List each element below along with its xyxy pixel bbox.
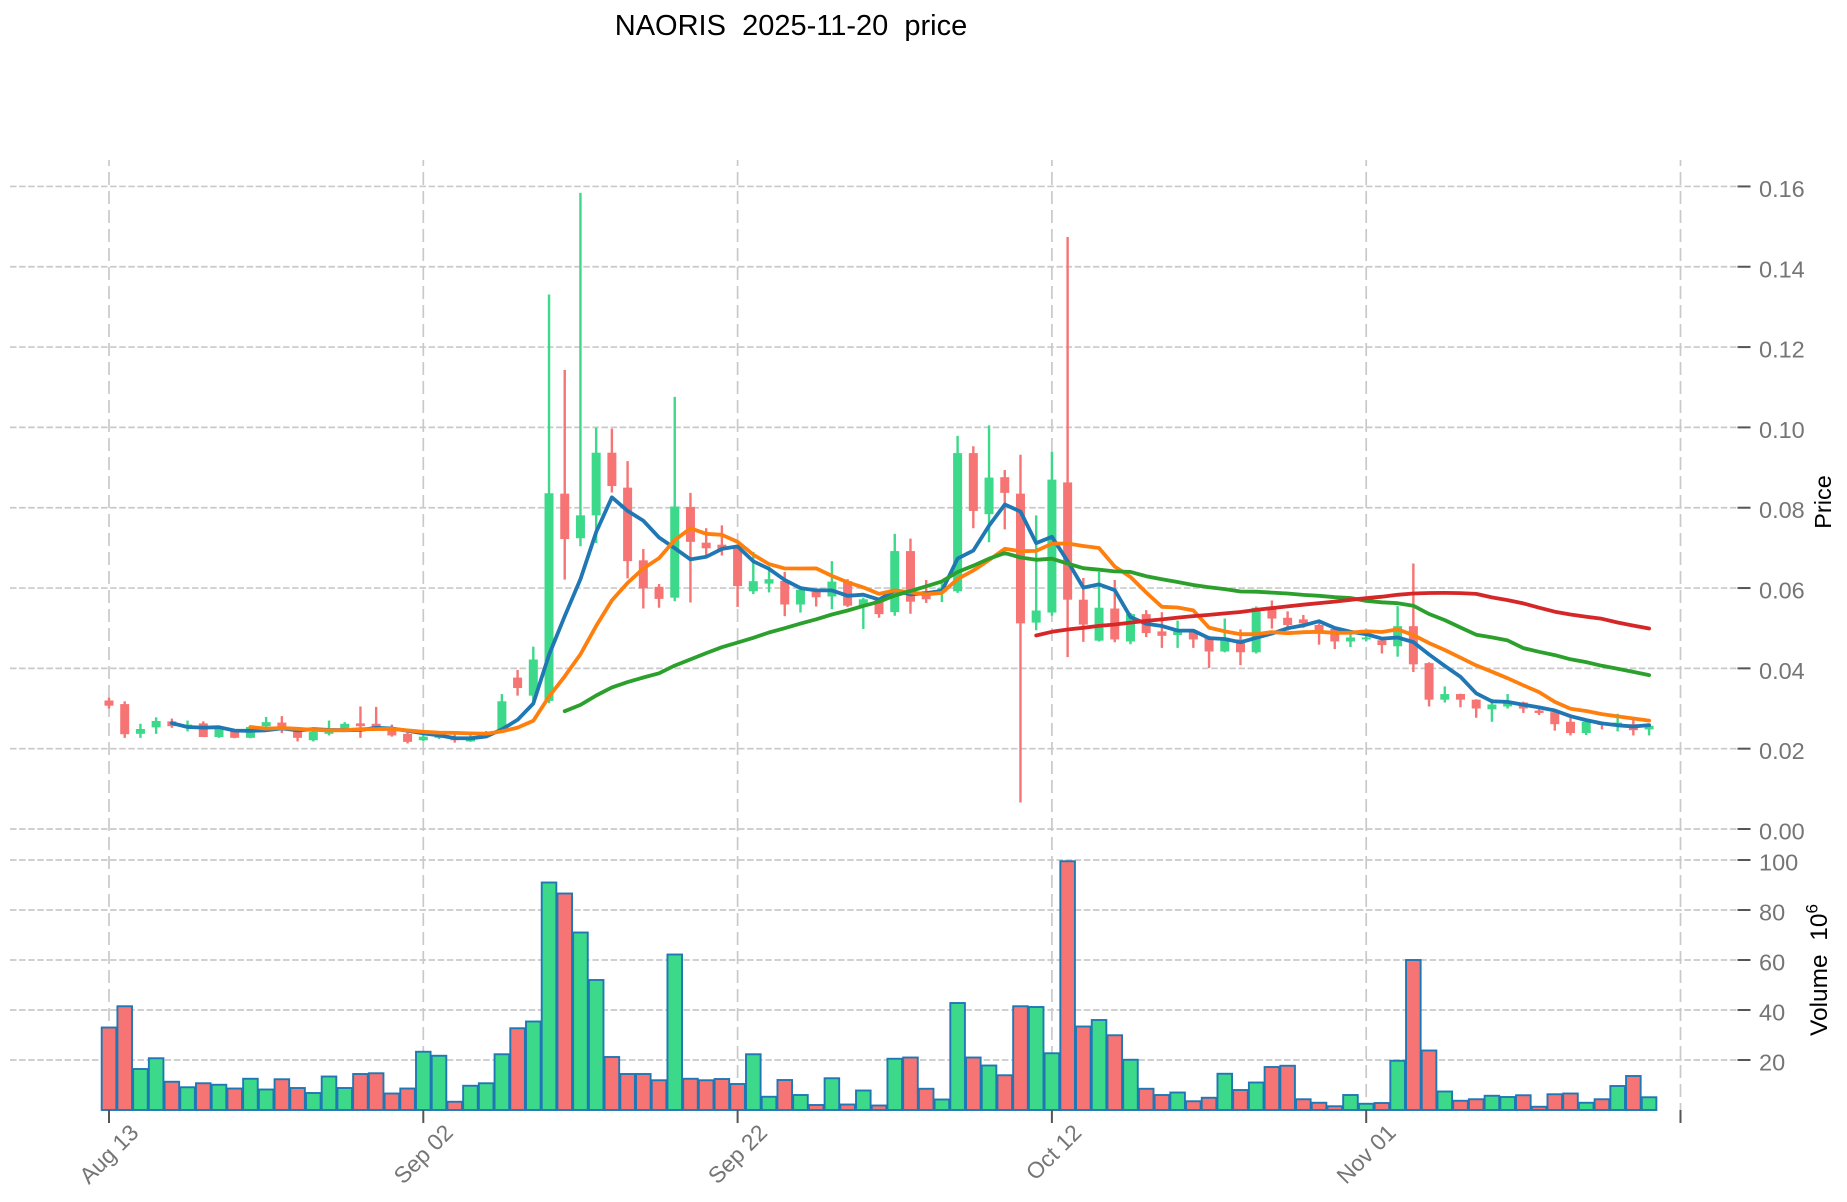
svg-text:20: 20 [1759, 1050, 1785, 1076]
svg-text:0.10: 0.10 [1759, 417, 1805, 443]
svg-text:0.14: 0.14 [1759, 256, 1805, 282]
svg-text:Volume 106: Volume 106 [1803, 904, 1834, 1036]
svg-text:80: 80 [1759, 900, 1785, 926]
svg-text:0.16: 0.16 [1759, 176, 1805, 202]
svg-text:0.08: 0.08 [1759, 497, 1805, 523]
svg-text:0.04: 0.04 [1759, 658, 1805, 684]
svg-text:40: 40 [1759, 1000, 1785, 1026]
svg-text:0.12: 0.12 [1759, 337, 1805, 363]
svg-text:60: 60 [1759, 950, 1785, 976]
svg-text:NAORIS 2025-11-20 price: NAORIS 2025-11-20 price [615, 10, 967, 42]
svg-text:0.06: 0.06 [1759, 578, 1805, 604]
svg-text:Price: Price [1810, 475, 1836, 529]
svg-text:0.00: 0.00 [1759, 819, 1805, 845]
svg-text:100: 100 [1759, 850, 1798, 876]
svg-text:0.02: 0.02 [1759, 738, 1805, 764]
